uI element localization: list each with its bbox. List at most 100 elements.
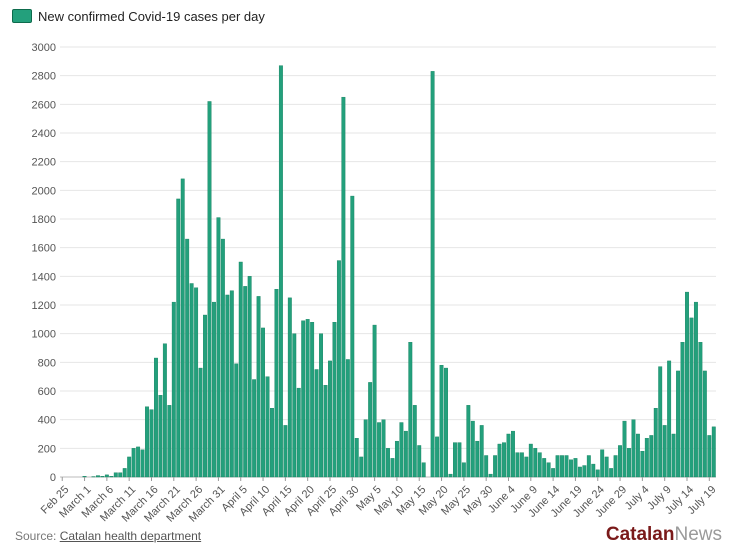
bar: [314, 369, 319, 478]
bar: [519, 452, 524, 478]
bar: [676, 370, 681, 478]
bar: [203, 314, 207, 478]
bar: [359, 456, 364, 478]
bar: [274, 289, 279, 478]
bar: [604, 456, 609, 478]
bar: [609, 468, 614, 478]
bar: [394, 440, 399, 478]
bar: [533, 448, 538, 478]
bar: [145, 406, 149, 478]
bar: [354, 438, 359, 478]
brand-logo-part1: Catalan: [605, 524, 675, 545]
bar: [475, 440, 480, 478]
bar: [220, 238, 225, 478]
bar: [403, 430, 408, 478]
y-axis-ticks: 0 200 400 600 800 1000 1200 1400 1600 1800 2000 220…: [32, 42, 56, 484]
y-tick-label: 2000: [32, 185, 56, 197]
bar: [381, 419, 386, 478]
bar: [484, 455, 489, 478]
bar: [234, 363, 239, 478]
bar: [595, 469, 600, 478]
legend-swatch: [12, 9, 32, 23]
bar: [582, 465, 587, 478]
bar: [600, 449, 605, 478]
bar: [283, 425, 288, 478]
bar: [631, 419, 636, 478]
bar: [118, 472, 123, 478]
y-tick-label: 1200: [32, 300, 56, 312]
bar: [171, 301, 176, 478]
y-tick-label: 2200: [32, 157, 56, 169]
bar: [488, 473, 493, 478]
bar-chart: 0 200 400 600 800 1000 1200 1400 1600 1800 2000 220…: [32, 42, 719, 525]
bar: [662, 425, 667, 478]
bar: [569, 459, 573, 478]
bar: [555, 455, 560, 478]
bar: [689, 317, 694, 478]
bar: [653, 408, 658, 478]
chart-bars: [82, 65, 716, 478]
bar: [180, 178, 185, 478]
bar: [252, 379, 257, 478]
y-tick-label: 1600: [32, 243, 56, 255]
bar: [328, 360, 332, 478]
bar: [256, 296, 261, 478]
bar: [323, 385, 328, 478]
bar: [635, 433, 640, 478]
bar: [265, 376, 270, 478]
bar: [140, 449, 145, 478]
bar: [162, 343, 167, 478]
y-tick-label: 2800: [32, 71, 56, 83]
bar: [270, 408, 274, 478]
y-tick-label: 400: [38, 415, 56, 427]
bar: [435, 436, 440, 478]
bar: [136, 446, 141, 478]
bar: [185, 238, 190, 478]
bar: [707, 435, 712, 478]
bar: [698, 342, 703, 478]
bar: [207, 101, 212, 478]
bar: [511, 430, 515, 478]
bar: [506, 433, 511, 478]
bar: [149, 409, 154, 478]
y-tick-label: 1400: [32, 271, 56, 283]
bar: [461, 462, 466, 478]
bar: [363, 419, 368, 478]
bar: [591, 463, 596, 478]
bar: [470, 420, 475, 478]
bar: [528, 443, 533, 478]
bar: [216, 217, 221, 478]
bar: [131, 448, 136, 478]
bar: [497, 443, 502, 478]
bar: [310, 322, 315, 478]
bar: [229, 290, 234, 478]
bar: [189, 283, 194, 478]
bar: [127, 456, 132, 478]
bar: [341, 96, 346, 478]
bar: [238, 261, 243, 478]
bar: [104, 474, 109, 478]
bar: [693, 301, 698, 478]
bar: [627, 448, 631, 478]
bar: [444, 367, 448, 478]
bar: [515, 452, 520, 478]
y-tick-label: 200: [38, 443, 56, 455]
bar: [194, 287, 199, 478]
bar: [573, 458, 578, 478]
bar: [524, 456, 529, 478]
source-link[interactable]: Catalan health department: [59, 529, 202, 543]
bar: [667, 360, 672, 478]
bar: [243, 286, 248, 478]
bar: [336, 260, 341, 478]
bar: [372, 324, 377, 478]
bar: [345, 359, 350, 478]
bar: [100, 476, 105, 478]
source-note: Source: Catalan health department: [15, 529, 201, 543]
bar: [680, 342, 685, 478]
bar: [176, 198, 181, 478]
bar: [448, 473, 453, 478]
bar: [261, 327, 265, 478]
y-tick-label: 800: [38, 357, 56, 369]
bar: [493, 455, 498, 478]
bar: [198, 367, 203, 478]
